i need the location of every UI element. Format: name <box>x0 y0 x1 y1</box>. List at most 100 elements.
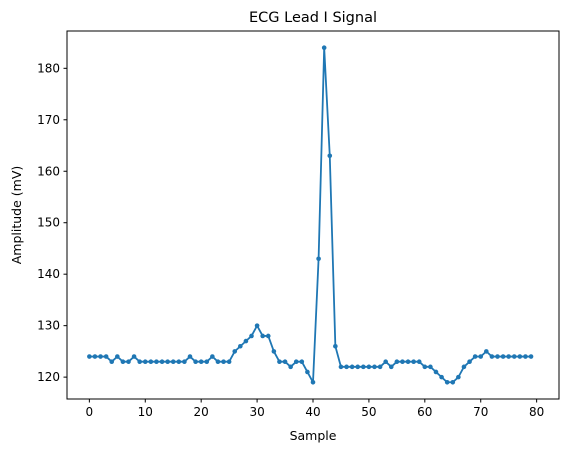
data-point <box>327 153 333 159</box>
data-point <box>333 343 338 349</box>
y-tick-label: 130 <box>37 319 60 333</box>
data-point <box>495 354 500 359</box>
data-point <box>277 359 282 364</box>
data-point <box>226 359 232 364</box>
data-point <box>511 354 517 359</box>
data-point <box>355 364 361 370</box>
data-point <box>338 364 344 370</box>
data-point <box>433 369 439 375</box>
data-point <box>506 354 511 359</box>
data-point <box>254 323 260 328</box>
data-point <box>243 338 249 344</box>
x-tick-label: 60 <box>417 405 432 419</box>
data-point <box>316 256 321 262</box>
data-point <box>210 354 215 359</box>
data-point <box>310 379 316 385</box>
data-point <box>265 333 271 339</box>
data-point <box>165 359 170 364</box>
data-point <box>388 364 394 370</box>
data-point <box>204 359 210 364</box>
data-point <box>249 333 254 339</box>
data-point <box>467 359 472 364</box>
y-tick-label: 120 <box>37 370 60 384</box>
data-point <box>305 369 310 375</box>
y-tick-label: 140 <box>37 267 60 281</box>
data-point <box>271 349 277 354</box>
data-point <box>92 354 98 359</box>
x-axis-label: Sample <box>290 428 337 443</box>
chart-title: ECG Lead I Signal <box>249 10 377 26</box>
x-tick-label: 10 <box>138 405 153 419</box>
data-point <box>349 364 355 370</box>
data-point <box>405 359 411 364</box>
data-point <box>361 364 366 370</box>
data-point <box>120 359 126 364</box>
x-tick-label: 40 <box>305 405 320 419</box>
data-point <box>260 333 265 339</box>
data-point <box>461 364 467 370</box>
series-layer <box>87 45 534 385</box>
data-point <box>489 354 495 359</box>
data-point <box>321 45 327 51</box>
data-point <box>198 359 204 364</box>
data-point <box>366 364 372 370</box>
data-point <box>154 359 159 364</box>
y-tick-label: 160 <box>37 164 60 178</box>
x-tick-label: 50 <box>361 405 376 419</box>
y-tick-label: 180 <box>37 61 60 75</box>
data-point <box>500 354 506 359</box>
data-point <box>299 359 305 364</box>
y-axis-ticks: 120 130 140 150 160 170 180 <box>37 61 67 384</box>
data-point <box>288 364 293 370</box>
data-point <box>170 359 176 364</box>
x-tick-label: 80 <box>529 405 544 419</box>
data-point <box>523 354 528 359</box>
data-point <box>98 354 103 359</box>
data-point <box>238 343 243 349</box>
data-point <box>450 379 456 385</box>
data-point <box>394 359 400 364</box>
y-axis-label: Amplitude (mV) <box>9 166 24 265</box>
data-point <box>103 354 109 359</box>
data-point <box>187 354 193 359</box>
data-point <box>159 359 165 364</box>
x-tick-label: 70 <box>473 405 488 419</box>
data-point <box>293 359 299 364</box>
series-line <box>89 46 532 384</box>
data-point <box>444 379 450 385</box>
data-point <box>282 359 288 364</box>
data-point <box>377 364 383 370</box>
data-point <box>439 374 444 380</box>
data-point <box>422 364 428 370</box>
data-point <box>232 349 238 354</box>
x-axis-ticks: 0 10 20 30 40 50 60 70 80 <box>86 399 544 419</box>
y-tick-label: 150 <box>37 216 60 230</box>
data-point <box>400 359 405 364</box>
data-point <box>428 364 433 370</box>
plot-frame <box>66 30 560 400</box>
data-point <box>109 359 115 364</box>
x-tick-label: 0 <box>86 405 94 419</box>
data-point <box>137 359 142 364</box>
data-point <box>528 354 534 359</box>
data-point <box>472 354 478 359</box>
data-point <box>383 359 388 364</box>
data-point <box>182 359 187 364</box>
data-point <box>126 359 131 364</box>
data-point <box>221 359 226 364</box>
data-point <box>193 359 198 364</box>
data-point <box>215 359 221 364</box>
data-point <box>456 374 461 380</box>
data-point <box>87 354 92 359</box>
data-point <box>484 349 489 354</box>
data-point <box>517 354 523 359</box>
data-point <box>115 354 120 359</box>
data-point <box>478 354 484 359</box>
data-point <box>131 354 137 359</box>
data-point <box>148 359 154 364</box>
data-point <box>344 364 349 370</box>
data-point <box>176 359 182 364</box>
y-tick-label: 170 <box>37 113 60 127</box>
data-point <box>411 359 416 364</box>
